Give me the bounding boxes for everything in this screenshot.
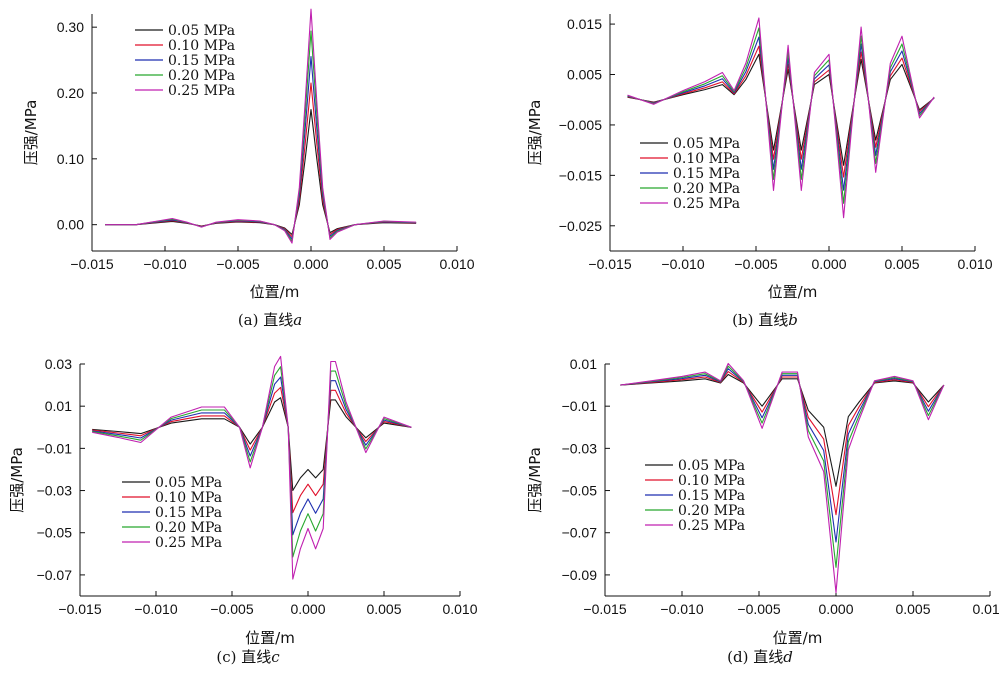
x-tick-label: −0.005 xyxy=(737,601,780,617)
x-tick-label: 0.005 xyxy=(895,601,930,617)
legend-label: 0.05 MPa xyxy=(168,23,235,39)
chart-panel-a: −0.015 −0.010 −0.005 0.000 0.005 0.010 0.00 0.1… xyxy=(22,8,475,329)
y-tick-label: −0.03 xyxy=(37,483,73,499)
series-line-010 xyxy=(105,82,417,238)
legend-label: 0.20 MPa xyxy=(155,520,222,536)
panel-caption: (d) 直线d xyxy=(727,648,793,666)
series-line-025 xyxy=(105,8,417,244)
x-tick-label: 0.000 xyxy=(293,256,328,272)
y-tick-label: 0.03 xyxy=(45,356,72,372)
y-tick-label: 0.00 xyxy=(57,217,84,233)
legend-label: 0.20 MPa xyxy=(678,503,745,519)
legend-label: 0.10 MPa xyxy=(168,38,235,54)
x-tick-label: −0.015 xyxy=(583,601,626,617)
legend-label: 0.25 MPa xyxy=(168,83,235,99)
y-tick-label: −0.05 xyxy=(562,483,598,499)
y-axis-title: 压强/MPa xyxy=(22,100,40,166)
series-line-020 xyxy=(620,365,945,568)
y-tick-label: −0.005 xyxy=(559,117,602,133)
series-line-025 xyxy=(92,355,412,580)
legend-label: 0.10 MPa xyxy=(155,490,222,506)
y-tick-label: 0.01 xyxy=(45,398,72,414)
y-axis-title: 压强/MPa xyxy=(8,447,26,513)
x-tick-label: −0.005 xyxy=(216,256,259,272)
y-tick-label: −0.015 xyxy=(559,167,602,183)
chart-panel-d: −0.015 −0.010 −0.005 0.000 0.005 0.010 −0.09 −0… xyxy=(526,356,1000,666)
series-line-025 xyxy=(627,17,935,219)
x-tick-label: −0.005 xyxy=(210,601,253,617)
x-tick-label: 0.005 xyxy=(884,256,919,272)
legend-label: 0.05 MPa xyxy=(155,475,222,491)
series-line-010 xyxy=(92,386,412,514)
series-line-015 xyxy=(105,55,417,240)
x-axis-title: 位置/m xyxy=(250,283,300,301)
x-axis-title: 位置/m xyxy=(245,629,295,647)
y-tick-label: 0.005 xyxy=(567,67,602,83)
legend-label: 0.15 MPa xyxy=(678,488,745,504)
legend-label: 0.05 MPa xyxy=(678,458,745,474)
series-line-005 xyxy=(620,373,945,487)
legend-label: 0.25 MPa xyxy=(673,196,740,212)
legend-label: 0.15 MPa xyxy=(155,505,222,521)
x-tick-label: 0.005 xyxy=(366,256,401,272)
chart-panel-b: −0.015 −0.010 −0.005 0.000 0.005 0.010 −0.025 −… xyxy=(526,14,993,329)
y-tick-label: −0.03 xyxy=(562,440,598,456)
x-tick-label: −0.015 xyxy=(588,256,631,272)
y-tick-label: −0.07 xyxy=(37,567,73,583)
x-tick-label: 0.005 xyxy=(366,601,401,617)
y-tick-label: −0.05 xyxy=(37,525,73,541)
x-tick-label: 0.010 xyxy=(957,256,992,272)
x-tick-label: 0.010 xyxy=(442,601,477,617)
x-tick-label: 0.000 xyxy=(818,601,853,617)
legend-label: 0.10 MPa xyxy=(673,151,740,167)
x-tick-label: −0.015 xyxy=(70,256,113,272)
x-tick-label: 0.010 xyxy=(972,601,1000,617)
x-tick-label: −0.010 xyxy=(134,601,177,617)
legend-label: 0.25 MPa xyxy=(678,518,745,534)
series-line-015 xyxy=(620,368,945,543)
legend-label: 0.20 MPa xyxy=(168,68,235,84)
x-axis-title: 位置/m xyxy=(768,283,818,301)
panel-caption: (a) 直线a xyxy=(238,311,302,329)
y-tick-label: 0.01 xyxy=(570,356,597,372)
x-tick-label: −0.010 xyxy=(143,256,186,272)
y-tick-label: 0.015 xyxy=(567,16,602,32)
series-line-005 xyxy=(105,108,417,236)
legend-label: 0.15 MPa xyxy=(673,166,740,182)
x-tick-label: 0.000 xyxy=(811,256,846,272)
legend-label: 0.20 MPa xyxy=(673,181,740,197)
y-tick-label: 0.10 xyxy=(57,151,84,167)
chart-panel-c: −0.015 −0.010 −0.005 0.000 0.005 0.010 −0.07 −0… xyxy=(8,355,478,666)
series-line-010 xyxy=(620,371,945,516)
y-tick-label: −0.01 xyxy=(562,398,598,414)
y-tick-label: −0.07 xyxy=(562,525,598,541)
x-tick-label: −0.010 xyxy=(661,256,704,272)
x-tick-label: 0.010 xyxy=(439,256,474,272)
x-axis-title: 位置/m xyxy=(773,629,823,647)
y-tick-label: 0.30 xyxy=(57,19,84,35)
legend-label: 0.05 MPa xyxy=(673,136,740,152)
legend-label: 0.10 MPa xyxy=(678,473,745,489)
y-tick-label: −0.025 xyxy=(559,218,602,234)
y-tick-label: −0.09 xyxy=(562,567,598,583)
x-tick-label: −0.010 xyxy=(660,601,703,617)
series-line-020 xyxy=(105,30,417,242)
legend-label: 0.15 MPa xyxy=(168,53,235,69)
panel-caption: (c) 直线c xyxy=(216,648,280,666)
x-tick-label: −0.005 xyxy=(734,256,777,272)
panel-caption: (b) 直线b xyxy=(732,311,798,329)
legend-label: 0.25 MPa xyxy=(155,535,222,551)
y-axis-title: 压强/MPa xyxy=(526,447,544,513)
series-line-025 xyxy=(620,362,945,594)
y-tick-label: −0.01 xyxy=(37,440,73,456)
x-tick-label: 0.000 xyxy=(290,601,325,617)
y-axis-title: 压强/MPa xyxy=(526,100,544,166)
y-tick-label: 0.20 xyxy=(57,85,84,101)
x-tick-label: −0.015 xyxy=(58,601,101,617)
